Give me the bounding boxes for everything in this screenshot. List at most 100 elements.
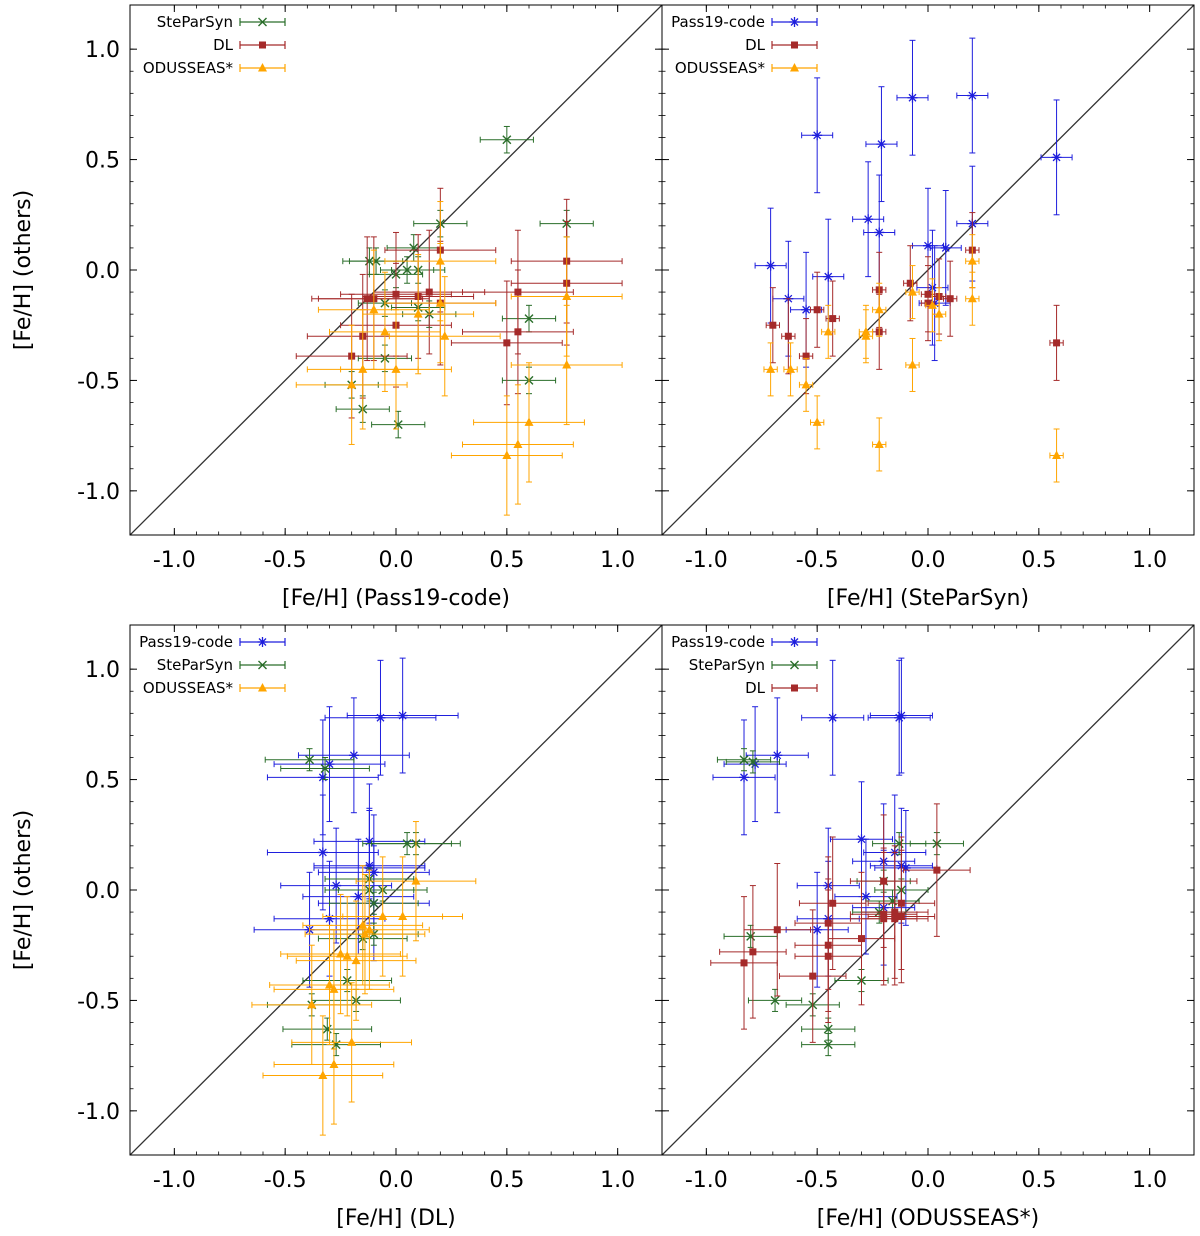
data-point <box>931 287 947 342</box>
data-point <box>462 269 574 395</box>
point-marker <box>823 271 834 282</box>
legend: Pass19-code SteParSyn ODUSSEAS* <box>139 633 286 697</box>
point-marker <box>907 92 918 103</box>
data-point <box>905 265 920 320</box>
data-point <box>929 190 962 306</box>
point-marker <box>739 772 750 783</box>
y-tick-label: 0.0 <box>85 259 120 284</box>
point-marker <box>503 339 511 347</box>
plot-area <box>662 625 1194 1155</box>
data-point <box>1049 304 1064 381</box>
point-marker <box>324 913 335 924</box>
point-marker <box>967 293 977 303</box>
x-tick-label: 0.0 <box>911 1168 946 1193</box>
data-point <box>302 865 424 986</box>
point-marker <box>378 911 388 920</box>
point-marker <box>411 876 421 885</box>
x-tick-label: 1.0 <box>600 548 635 573</box>
data-point <box>291 1033 381 1057</box>
data-point <box>943 260 958 337</box>
data-point <box>1049 428 1064 483</box>
x-tick-label: -0.5 <box>264 1168 307 1193</box>
point-marker <box>927 300 937 309</box>
point-marker <box>823 326 833 336</box>
legend-label: ODUSSEAS* <box>675 59 766 77</box>
ylabel-top: [Fe/H] (others) <box>11 190 36 350</box>
point-marker <box>398 911 408 920</box>
data-point <box>501 304 557 333</box>
legend-label: DL <box>213 36 234 54</box>
point-marker <box>324 759 335 770</box>
data-point <box>783 342 798 397</box>
panels-group: -1.0 -0.5 0.0 0.5 1.0 1.0 0.5 0.0 -0.5 -1.0 [Fe/H]… <box>77 4 1195 1231</box>
data-point <box>763 342 778 397</box>
data-point <box>388 276 501 397</box>
point-marker <box>858 935 865 943</box>
x-tick-label: -1.0 <box>153 1168 196 1193</box>
data-point <box>712 719 776 836</box>
series-odusseas- <box>251 821 477 1136</box>
legend-marker <box>789 637 800 647</box>
point-marker <box>363 295 371 303</box>
point-marker <box>353 891 364 902</box>
x-tick-label: -1.0 <box>153 548 196 573</box>
point-marker <box>305 755 315 765</box>
point-marker <box>827 712 838 723</box>
data-point <box>903 245 918 322</box>
data-point <box>872 832 927 856</box>
legend-marker <box>789 17 800 27</box>
point-marker <box>351 955 361 965</box>
data-point <box>479 125 534 154</box>
x-tick-label: 1.0 <box>1132 548 1167 573</box>
legend-marker <box>257 637 268 647</box>
x-axis-label: [Fe/H] (SteParSyn) <box>827 586 1029 611</box>
point-marker <box>502 135 512 145</box>
point-marker <box>812 130 823 141</box>
data-point <box>309 869 430 990</box>
legend-marker <box>258 683 267 692</box>
data-point <box>903 803 971 937</box>
point-marker <box>823 1040 833 1050</box>
x-tick-label: 0.0 <box>911 548 946 573</box>
point-marker <box>562 359 572 369</box>
point-marker <box>940 242 951 253</box>
y-tick-label: 0.0 <box>85 879 120 904</box>
legend-label: SteParSyn <box>157 656 233 674</box>
data-point <box>747 988 803 1012</box>
point-marker <box>801 304 812 315</box>
data-point <box>373 229 486 355</box>
ylabel-bottom: [Fe/H] (others) <box>11 810 36 970</box>
point-marker <box>770 995 780 1005</box>
data-point <box>317 249 430 370</box>
data-point <box>324 659 437 776</box>
plot-area <box>130 625 662 1155</box>
panel-1: -1.0 -0.5 0.0 0.5 1.0 1.0 0.5 0.0 -0.5 -1.0 [Fe/H]… <box>77 4 663 611</box>
legend-marker <box>791 684 798 692</box>
panel-3: -1.0 -0.5 0.0 0.5 1.0 1.0 0.5 0.0 -0.5 -1.0 [Fe/H]… <box>77 624 663 1231</box>
point-marker <box>375 712 386 723</box>
point-marker <box>329 984 339 993</box>
point-marker <box>369 304 379 314</box>
point-marker <box>1051 152 1062 163</box>
point-marker <box>829 315 837 323</box>
legend: Pass19-code SteParSyn DL <box>671 633 818 697</box>
point-marker <box>524 417 534 426</box>
point-marker <box>861 331 871 340</box>
series-dl <box>710 803 971 1043</box>
data-point <box>311 236 424 362</box>
point-marker <box>809 972 817 980</box>
point-marker <box>967 256 977 265</box>
legend-marker <box>258 63 267 72</box>
y-tick-label: 1.0 <box>85 38 120 63</box>
y-tick-label: -1.0 <box>77 1100 120 1125</box>
point-marker <box>1052 450 1062 459</box>
legend-marker <box>790 660 799 670</box>
data-point <box>269 924 390 1046</box>
data-point <box>754 207 787 324</box>
legend-label: Pass19-code <box>139 633 233 651</box>
data-point <box>266 794 379 911</box>
plot-area <box>662 5 1194 535</box>
x-tick-label: -0.5 <box>796 548 839 573</box>
data-point <box>295 900 417 1021</box>
point-marker <box>802 352 810 360</box>
